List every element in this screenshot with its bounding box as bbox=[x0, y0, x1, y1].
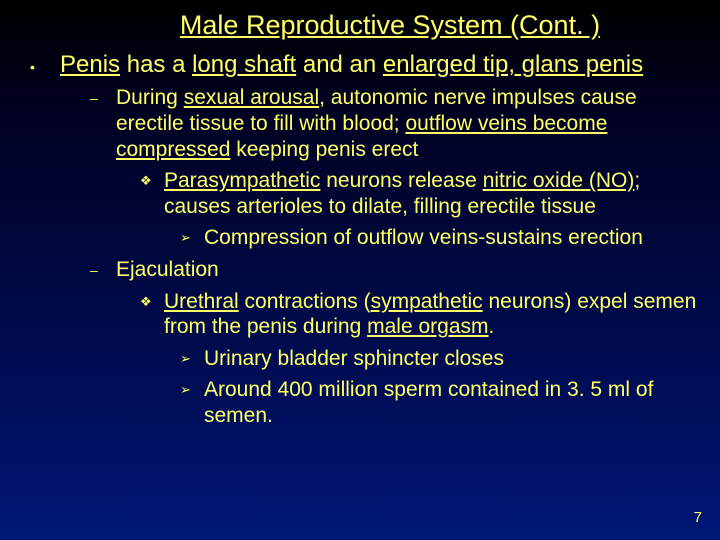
text-run: sympathetic bbox=[371, 290, 483, 313]
text-run: During bbox=[116, 86, 184, 109]
text-run: enlarged tip, glans penis bbox=[383, 51, 643, 78]
text-run: male orgasm bbox=[367, 315, 488, 338]
text-run: contractions ( bbox=[239, 290, 371, 313]
text-run: keeping penis erect bbox=[230, 138, 418, 161]
bullet-text: Penis has a long shaft and an enlarged t… bbox=[60, 51, 700, 79]
text-run: has a bbox=[120, 51, 192, 78]
slide-title: Male Reproductive System (Cont. ) bbox=[80, 10, 700, 41]
bullet-text: Compression of outflow veins-sustains er… bbox=[204, 225, 700, 251]
bullet-lvl2: – During sexual arousal, autonomic nerve… bbox=[90, 85, 700, 162]
bullet-diamond-icon: ❖ bbox=[140, 289, 164, 310]
text-run: sexual arousal bbox=[184, 86, 319, 109]
slide-container: Male Reproductive System (Cont. ) • Peni… bbox=[0, 0, 720, 540]
bullet-dot-icon: • bbox=[30, 51, 60, 76]
text-run: . bbox=[489, 315, 495, 338]
bullet-text: Parasympathetic neurons release nitric o… bbox=[164, 168, 700, 219]
text-run: Around 400 million sperm contained in 3.… bbox=[204, 378, 653, 427]
bullet-lvl4: ➢ Urinary bladder sphincter closes bbox=[180, 346, 700, 372]
bullet-lvl4: ➢ Around 400 million sperm contained in … bbox=[180, 377, 700, 428]
bullet-lvl3: ❖ Urethral contractions (sympathetic neu… bbox=[140, 289, 700, 340]
bullet-lvl3: ❖ Parasympathetic neurons release nitric… bbox=[140, 168, 700, 219]
text-run: Parasympathetic bbox=[164, 169, 320, 192]
text-run: long shaft bbox=[192, 51, 296, 78]
bullet-text: Ejaculation bbox=[116, 257, 700, 283]
bullet-text: Urethral contractions (sympathetic neuro… bbox=[164, 289, 700, 340]
text-run: Urinary bladder sphincter closes bbox=[204, 347, 504, 370]
text-run: Urethral bbox=[164, 290, 239, 313]
text-run: neurons release bbox=[320, 169, 482, 192]
bullet-arrow-icon: ➢ bbox=[180, 377, 204, 398]
page-number: 7 bbox=[694, 509, 702, 526]
bullet-arrow-icon: ➢ bbox=[180, 346, 204, 367]
text-run: Compression of outflow veins-sustains er… bbox=[204, 226, 643, 249]
bullet-text: Urinary bladder sphincter closes bbox=[204, 346, 700, 372]
bullet-lvl2: – Ejaculation bbox=[90, 257, 700, 283]
bullet-diamond-icon: ❖ bbox=[140, 168, 164, 189]
text-run: Ejaculation bbox=[116, 258, 219, 281]
bullet-dash-icon: – bbox=[90, 85, 116, 107]
bullet-dash-icon: – bbox=[90, 257, 116, 279]
bullet-text: During sexual arousal, autonomic nerve i… bbox=[116, 85, 700, 162]
bullet-lvl4: ➢ Compression of outflow veins-sustains … bbox=[180, 225, 700, 251]
bullet-lvl1: • Penis has a long shaft and an enlarged… bbox=[30, 51, 700, 79]
text-run: nitric oxide (NO) bbox=[483, 169, 635, 192]
bullet-text: Around 400 million sperm contained in 3.… bbox=[204, 377, 700, 428]
text-run: and an bbox=[296, 51, 383, 78]
text-run: Penis bbox=[60, 51, 120, 78]
bullet-arrow-icon: ➢ bbox=[180, 225, 204, 246]
